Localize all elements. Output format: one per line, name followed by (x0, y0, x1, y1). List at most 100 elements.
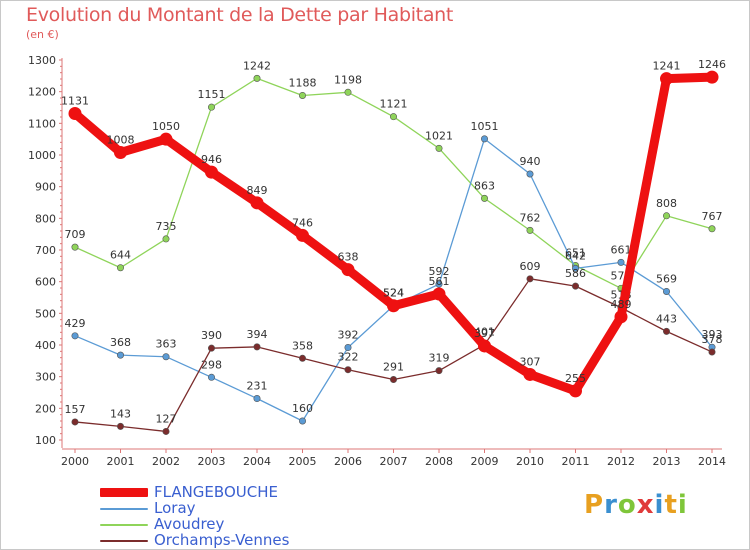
data-point-orchamps-vennes (162, 427, 170, 435)
data-point-flangebouche (660, 72, 673, 86)
data-label-avoudrey: 863 (474, 179, 495, 192)
y-tick-label: 400 (35, 339, 56, 352)
x-tick-label: 2013 (653, 455, 681, 468)
data-point-avoudrey (162, 235, 170, 243)
data-label-loray: 368 (110, 336, 131, 349)
y-tick-label: 300 (35, 371, 56, 384)
x-tick-label: 2003 (198, 455, 226, 468)
x-tick-label: 2005 (289, 455, 317, 468)
legend-swatch-loray (100, 508, 148, 510)
data-point-loray (208, 373, 216, 381)
data-label-loray: 1051 (471, 120, 499, 133)
data-point-loray (662, 287, 670, 295)
data-point-orchamps-vennes (117, 422, 125, 430)
data-point-avoudrey (298, 91, 306, 99)
data-point-orchamps-vennes (253, 343, 261, 351)
legend-label-orchamps-vennes: Orchamps-Vennes (154, 531, 290, 549)
proxiti-logo: Proxiti (584, 490, 688, 520)
x-tick-label: 2004 (243, 455, 271, 468)
data-point-loray (617, 258, 625, 266)
data-point-loray (435, 280, 443, 288)
data-label-loray: 160 (292, 402, 313, 415)
data-point-avoudrey (708, 225, 716, 233)
data-point-orchamps-vennes (435, 367, 443, 375)
data-point-avoudrey (208, 103, 216, 111)
x-tick-label: 2011 (562, 455, 590, 468)
data-point-avoudrey (253, 74, 261, 82)
data-label-avoudrey: 1151 (198, 88, 226, 101)
data-label-flangebouche: 1246 (698, 58, 726, 71)
data-point-flangebouche (114, 145, 127, 159)
data-label-loray: 940 (520, 155, 541, 168)
data-label-avoudrey: 1188 (289, 76, 317, 89)
data-label-avoudrey: 767 (702, 210, 723, 223)
data-label-loray: 298 (201, 358, 222, 371)
data-point-orchamps-vennes (708, 348, 716, 356)
data-label-avoudrey: 1021 (425, 129, 453, 142)
data-label-flangebouche: 397 (474, 327, 495, 340)
data-point-flangebouche (205, 165, 218, 179)
data-point-loray (253, 395, 261, 403)
data-point-flangebouche (569, 384, 582, 398)
legend-swatch-orchamps-vennes (100, 540, 148, 542)
data-point-orchamps-vennes (208, 344, 216, 352)
legend-item-loray: Loray (100, 500, 360, 516)
data-point-loray (480, 135, 488, 143)
data-label-flangebouche: 638 (338, 251, 359, 264)
data-point-avoudrey (435, 144, 443, 152)
data-label-flangebouche: 746 (292, 216, 313, 229)
data-label-flangebouche: 1131 (61, 95, 89, 108)
y-tick-label: 800 (35, 212, 56, 225)
data-point-orchamps-vennes (71, 418, 79, 426)
data-label-orchamps-vennes: 443 (656, 312, 677, 325)
legend-label-flangebouche: FLANGEBOUCHE (154, 483, 278, 501)
x-tick-label: 2010 (516, 455, 544, 468)
data-point-avoudrey (71, 243, 79, 251)
data-point-flangebouche (341, 263, 355, 277)
data-label-loray: 661 (611, 243, 632, 256)
data-point-orchamps-vennes (662, 327, 670, 335)
x-tick-label: 2001 (107, 455, 135, 468)
data-point-orchamps-vennes (344, 366, 352, 374)
y-tick-label: 1000 (28, 149, 56, 162)
data-label-flangebouche: 307 (520, 355, 541, 368)
data-label-flangebouche: 489 (611, 298, 632, 311)
data-point-flangebouche (705, 70, 719, 84)
data-label-loray: 231 (247, 380, 268, 393)
data-label-orchamps-vennes: 586 (565, 267, 586, 280)
data-point-flangebouche (296, 228, 309, 242)
data-point-avoudrey (480, 194, 488, 202)
data-label-flangebouche: 561 (429, 275, 450, 288)
data-label-avoudrey: 762 (520, 211, 541, 224)
data-label-orchamps-vennes: 609 (520, 260, 541, 273)
y-tick-label: 200 (35, 402, 56, 415)
data-label-loray: 569 (656, 272, 677, 285)
y-tick-label: 1300 (28, 54, 56, 67)
y-tick-label: 1100 (28, 117, 56, 130)
chart-title: Evolution du Montant de la Dette par Hab… (26, 4, 454, 26)
y-tick-label: 900 (35, 181, 56, 194)
data-label-loray: 363 (156, 338, 177, 351)
x-tick-label: 2007 (380, 455, 408, 468)
data-point-avoudrey (526, 226, 534, 234)
legend: FLANGEBOUCHE Loray Avoudrey Orchamps-Vennes (100, 484, 360, 548)
data-label-loray: 592 (429, 265, 450, 278)
data-label-flangebouche: 255 (565, 372, 586, 385)
legend-swatch-avoudrey (100, 524, 148, 526)
data-point-loray (298, 417, 306, 425)
data-point-avoudrey (117, 264, 125, 272)
y-tick-label: 500 (35, 307, 56, 320)
data-label-avoudrey: 1198 (334, 73, 362, 86)
data-point-loray (344, 344, 352, 352)
data-point-orchamps-vennes (298, 354, 306, 362)
data-point-loray (162, 353, 170, 361)
data-label-orchamps-vennes: 291 (383, 361, 404, 374)
data-label-avoudrey: 1242 (243, 59, 271, 72)
legend-item-avoudrey: Avoudrey (100, 516, 360, 532)
data-label-flangebouche: 1008 (107, 133, 135, 146)
data-label-orchamps-vennes: 322 (338, 351, 359, 364)
y-tick-label: 600 (35, 276, 56, 289)
legend-label-loray: Loray (154, 499, 196, 517)
